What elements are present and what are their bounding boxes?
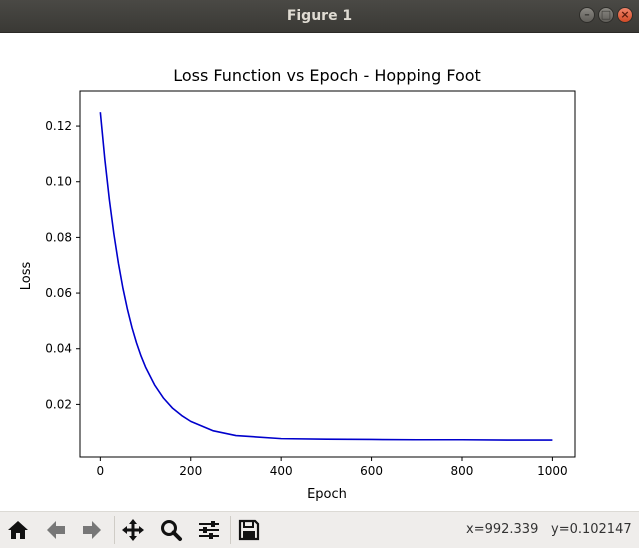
navigation-toolbar: x=992.339 y=0.102147 [0, 511, 639, 548]
y-axis-label: Loss [19, 262, 34, 291]
x-tick-label: 800 [451, 464, 474, 478]
cursor-y-readout: y=0.102147 [551, 522, 632, 537]
forward-button[interactable] [77, 516, 107, 544]
window-titlebar: Figure 1 – □ × [0, 0, 639, 33]
cursor-x-readout: x=992.339 [466, 522, 539, 537]
zoom-icon [161, 520, 182, 541]
loss-series-line [99, 112, 553, 441]
back-icon [47, 521, 65, 539]
chart-title: Loss Function vs Epoch - Hopping Foot [173, 66, 481, 85]
plot-area-frame [79, 90, 576, 458]
toolbar-separator [230, 516, 231, 544]
home-button[interactable] [3, 516, 33, 544]
chart: Loss Function vs Epoch - Hopping Foot Ep… [19, 66, 576, 502]
configure-subplots-button[interactable] [194, 516, 224, 544]
x-tick-label: 1000 [537, 464, 568, 478]
maximize-button[interactable]: □ [598, 7, 614, 23]
window-controls: – □ × [579, 7, 633, 23]
window-title: Figure 1 [286, 8, 353, 24]
y-tick-label: 0.10 [45, 175, 72, 189]
zoom-button[interactable] [156, 516, 186, 544]
configure-subplots-icon [199, 521, 219, 539]
y-tick-label: 0.04 [45, 342, 72, 356]
x-tick-label: 600 [360, 464, 383, 478]
y-tick-label: 0.06 [45, 286, 72, 300]
y-tick-label: 0.08 [45, 230, 72, 244]
save-icon [238, 519, 260, 541]
forward-icon [83, 521, 101, 539]
x-tick-label: 400 [270, 464, 293, 478]
y-tick-label: 0.02 [45, 397, 72, 411]
save-button[interactable] [234, 516, 264, 544]
back-button[interactable] [41, 516, 71, 544]
close-button[interactable]: × [617, 7, 633, 23]
figure-canvas[interactable]: Loss Function vs Epoch - Hopping Foot Ep… [0, 33, 639, 511]
pan-button[interactable] [118, 516, 148, 544]
y-tick-label: 0.12 [45, 119, 72, 133]
x-tick-label: 0 [97, 464, 105, 478]
pan-icon [122, 519, 144, 541]
x-tick-label: 200 [179, 464, 202, 478]
home-icon [8, 521, 28, 539]
toolbar-separator [114, 516, 115, 544]
x-axis-label: Epoch [307, 487, 347, 502]
minimize-button[interactable]: – [579, 7, 595, 23]
